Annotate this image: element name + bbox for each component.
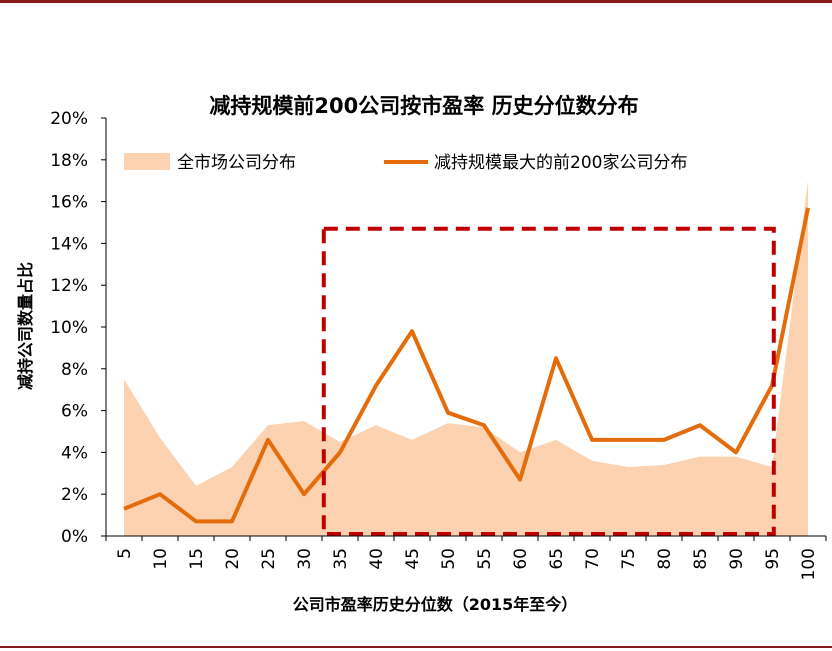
area-series-market (124, 180, 808, 536)
x-tick-label: 15 (187, 548, 207, 570)
x-tick-label: 80 (655, 548, 675, 570)
legend-label-area: 全市场公司分布 (177, 153, 296, 173)
x-tick-label: 40 (367, 548, 387, 570)
x-tick-label: 20 (223, 548, 243, 570)
x-tick-label: 70 (583, 548, 603, 570)
x-tick-label: 30 (295, 548, 315, 570)
x-tick-label: 10 (151, 548, 171, 570)
legend-label-line: 减持规模最大的前200家公司分布 (434, 153, 687, 173)
x-tick-label: 100 (799, 548, 819, 580)
x-tick-label: 85 (691, 548, 711, 570)
legend: 全市场公司分布 减持规模最大的前200家公司分布 (124, 153, 687, 173)
x-tick-label: 25 (259, 548, 279, 570)
line-series-top200 (123, 207, 810, 524)
x-tick-label: 5 (115, 548, 135, 559)
bottom-rule (0, 646, 832, 648)
y-tick-label: 14% (50, 234, 88, 254)
x-tick-label: 50 (439, 548, 459, 570)
x-tick-label: 75 (619, 548, 639, 570)
x-tick-label: 55 (475, 548, 495, 570)
y-axis: 0% 2% 4% 6% 8% 10% 12% 14% 16% 18% 20% (50, 109, 107, 547)
plot-area (123, 180, 810, 537)
y-tick-label: 4% (61, 443, 88, 463)
y-tick-label: 10% (50, 318, 88, 338)
legend-swatch-area (124, 153, 170, 170)
y-axis-label: 减持公司数量占比 (16, 262, 35, 390)
y-tick-label: 20% (50, 109, 88, 129)
x-tick-label: 60 (511, 548, 531, 570)
y-tick-label: 16% (50, 193, 88, 213)
x-axis-label: 公司市盈率历史分位数（2015年至今） (293, 595, 578, 614)
y-tick-label: 18% (50, 151, 88, 171)
x-axis: 5 10 15 20 25 30 35 40 45 50 55 60 65 70 75 80 85 90 95 100 (105, 535, 827, 580)
x-tick-label: 35 (331, 548, 351, 570)
chart-title: 减持规模前200公司按市盈率 历史分位数分布 (209, 94, 638, 118)
x-tick-label: 90 (727, 548, 747, 570)
highlight-box (321, 226, 776, 537)
y-tick-label: 12% (50, 276, 88, 296)
top-rule (0, 0, 832, 3)
x-tick-label: 65 (547, 548, 567, 570)
y-tick-label: 0% (61, 527, 88, 547)
y-tick-label: 8% (61, 360, 88, 380)
x-tick-label: 45 (403, 548, 423, 570)
x-tick-label: 95 (763, 548, 783, 570)
y-tick-label: 6% (61, 402, 88, 422)
y-tick-label: 2% (61, 485, 88, 505)
